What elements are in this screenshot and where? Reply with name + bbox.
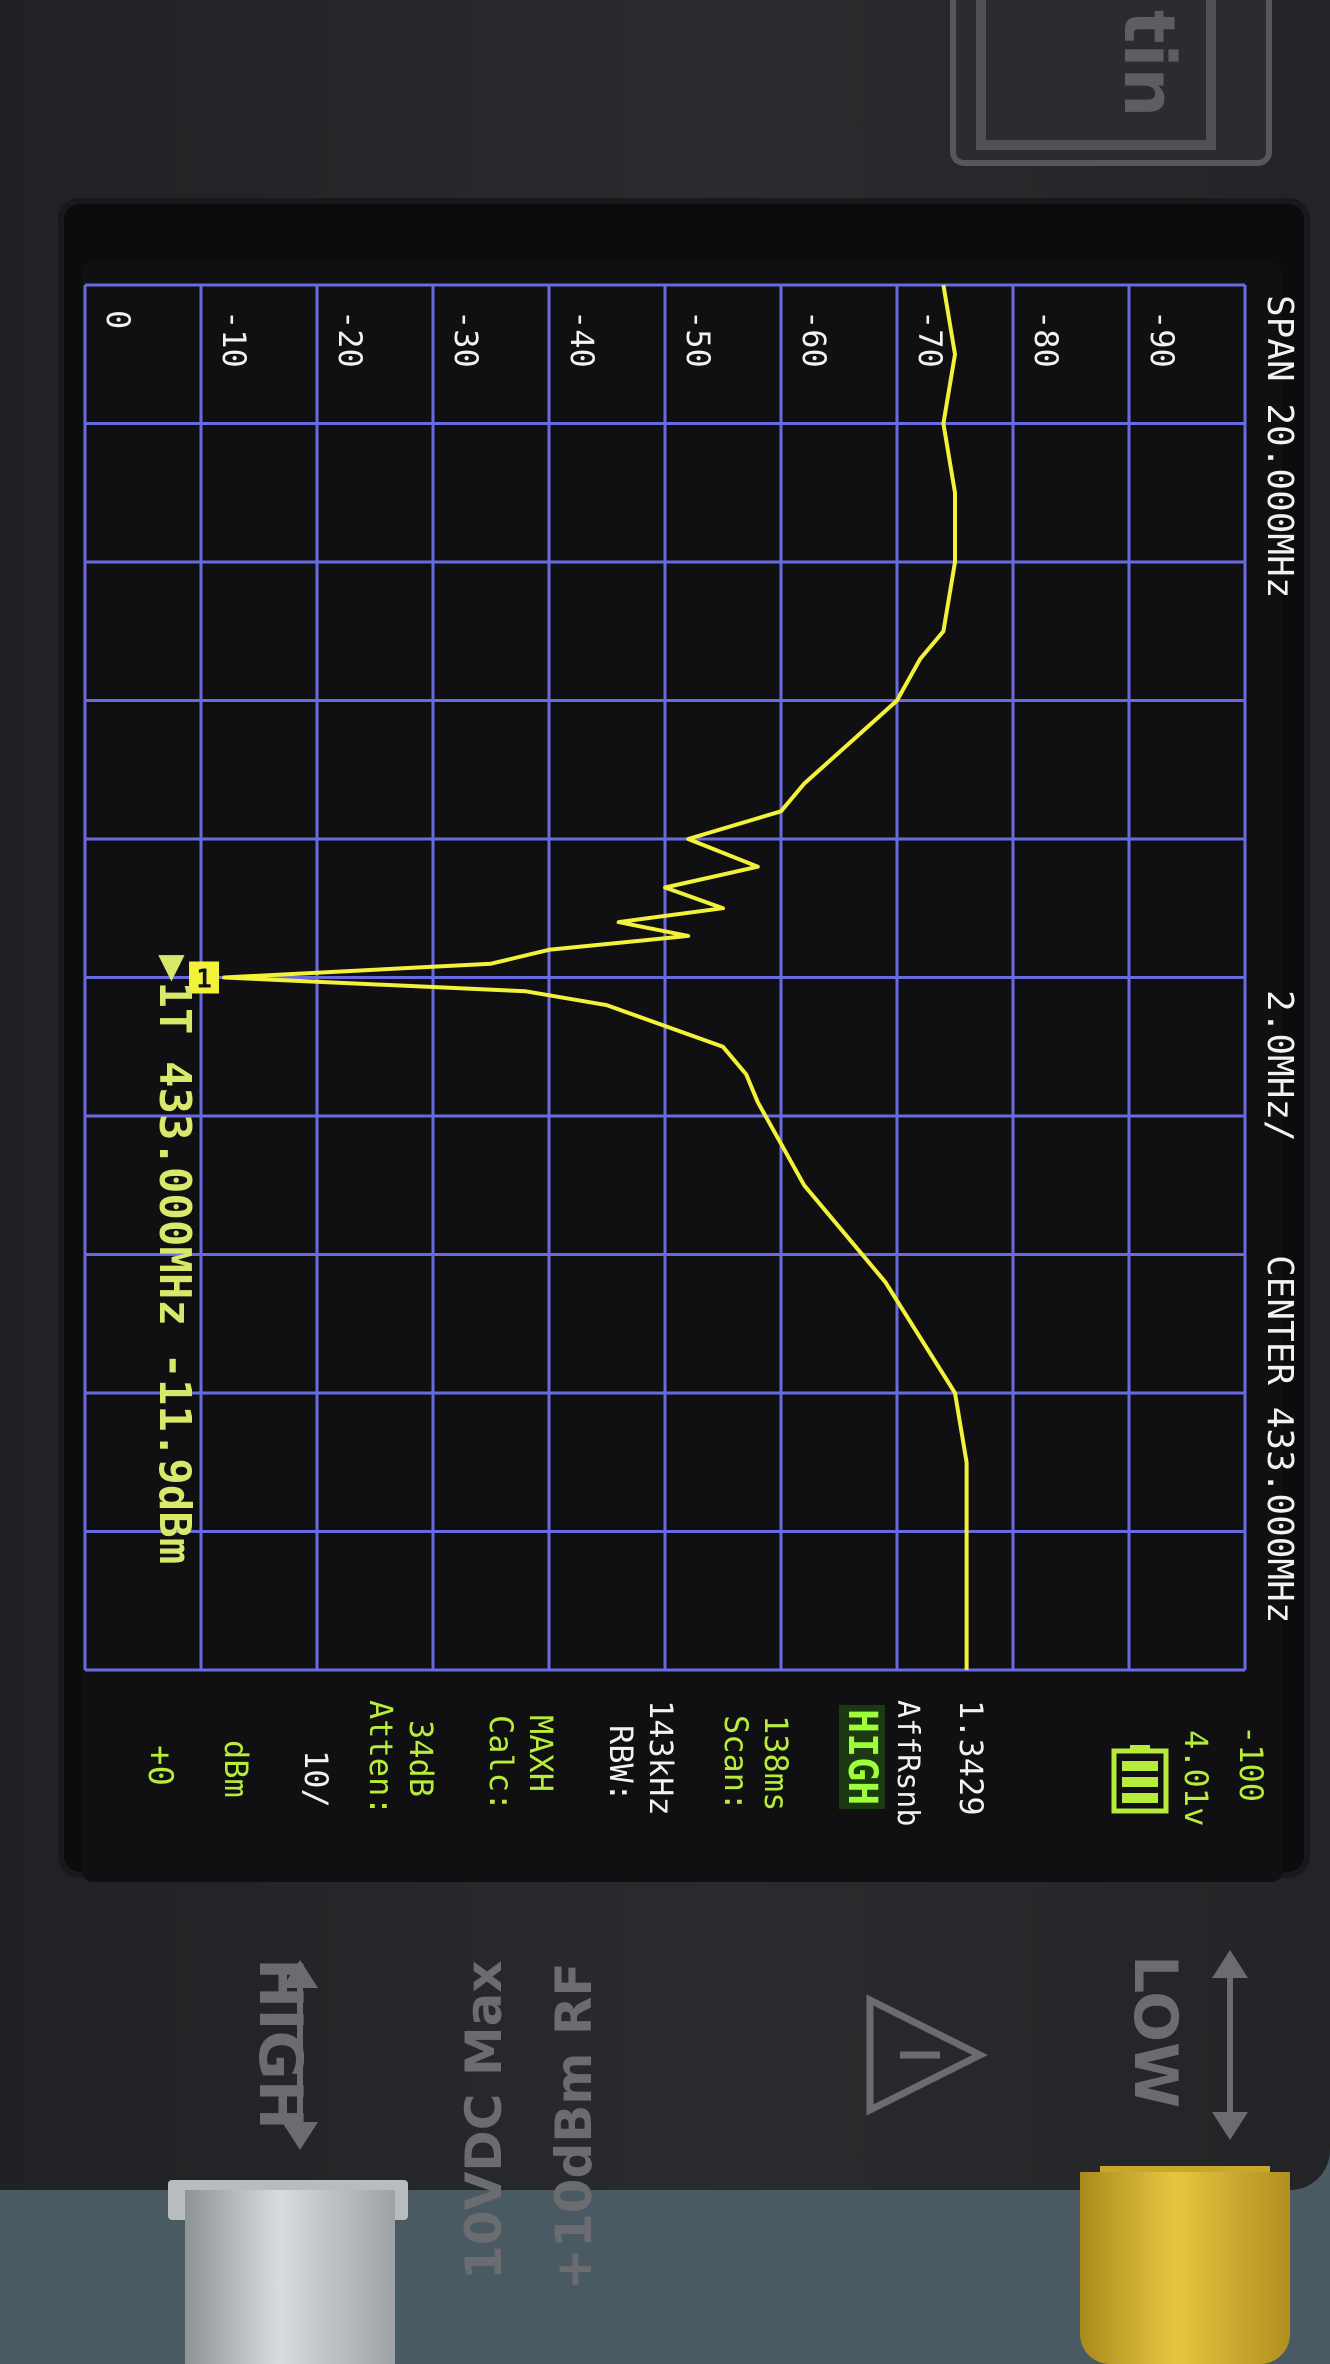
level-label: -90 bbox=[1143, 310, 1181, 368]
battery-voltage: 4.01v bbox=[1177, 1730, 1215, 1827]
division-scale: 10/ bbox=[297, 1750, 335, 1808]
logo-plate bbox=[950, 0, 1272, 166]
center-frequency: CENTER 433.000MHz bbox=[1259, 1255, 1300, 1624]
level-label: -40 bbox=[563, 310, 601, 368]
scan-label: Scan: bbox=[717, 1715, 755, 1812]
level-label: 0 bbox=[99, 310, 137, 330]
frequency-scale: 2.0MHz/ bbox=[1259, 990, 1300, 1142]
marker-number: 1 bbox=[196, 965, 212, 995]
spectrum-trace bbox=[222, 284, 969, 1670]
level-label: -30 bbox=[447, 310, 485, 368]
level-label: -20 bbox=[331, 310, 369, 368]
warning-triangle-icon bbox=[866, 1994, 988, 2116]
reference-level: +0 bbox=[140, 1745, 180, 1786]
dc-limit-label: 10VDC Max bbox=[455, 1960, 513, 2280]
frequency-span: SPAN 20.000MHz bbox=[1259, 295, 1300, 599]
calc-value: MAXH bbox=[522, 1715, 560, 1793]
low-port-label: LOW bbox=[1120, 1955, 1190, 2109]
plot-grid bbox=[83, 283, 1247, 1672]
low-port-arrow-icon bbox=[1212, 1950, 1248, 2140]
rbw-label: RBW: bbox=[602, 1725, 640, 1803]
lcd-screen bbox=[82, 262, 1282, 1882]
atten-value: 34dB bbox=[402, 1720, 440, 1798]
high-port-connector bbox=[185, 2190, 395, 2364]
high-port-arrow-icon bbox=[282, 1960, 318, 2150]
level-label: -70 bbox=[911, 310, 949, 368]
level-label: -80 bbox=[1027, 310, 1065, 368]
level-label: -50 bbox=[679, 310, 717, 368]
firmware-version: 1.3429 bbox=[952, 1700, 990, 1816]
marker-readout: ▶1T 433.000MHz -11.9dBm bbox=[149, 955, 200, 1565]
battery-icon bbox=[1111, 1745, 1169, 1814]
bottom-reference-level: -100 bbox=[1232, 1725, 1270, 1803]
marker-1: 1 bbox=[189, 961, 220, 995]
mode-indicator: HIGH bbox=[839, 1705, 885, 1810]
level-label: -60 bbox=[795, 310, 833, 368]
rf-limit-label: +10dBm RF bbox=[545, 1962, 603, 2290]
scan-value: 138ms bbox=[757, 1715, 795, 1812]
marker-box bbox=[189, 961, 220, 994]
atten-label: Atten: bbox=[362, 1700, 400, 1816]
level-label: -10 bbox=[215, 310, 253, 368]
average-indicator: AffRsnb bbox=[890, 1700, 925, 1827]
calc-label: Calc: bbox=[482, 1715, 520, 1812]
low-port-connector bbox=[1080, 2172, 1290, 2364]
level-unit: dBm bbox=[217, 1740, 255, 1798]
rbw-value: 143kHz bbox=[642, 1700, 680, 1816]
